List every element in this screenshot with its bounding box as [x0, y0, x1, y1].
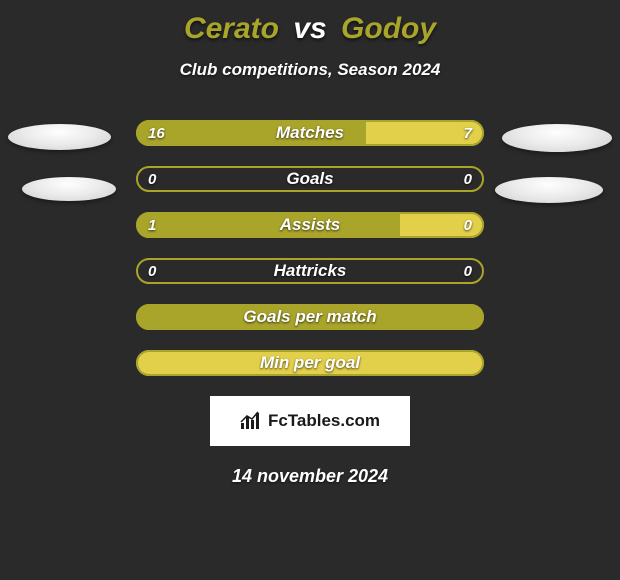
stat-value-left: 0: [148, 166, 156, 192]
title: Cerato vs Godoy: [0, 12, 620, 46]
stat-row: Min per goal: [136, 350, 484, 376]
bar-chart-icon: [240, 411, 262, 431]
bar-right: [136, 350, 484, 376]
decorative-ellipse: [8, 124, 111, 150]
decorative-ellipse: [495, 177, 603, 203]
brand-box: FcTables.com: [210, 396, 410, 446]
bar-left: [136, 120, 366, 146]
decorative-ellipse: [22, 177, 116, 201]
brand-text: FcTables.com: [268, 411, 380, 431]
title-player2: Godoy: [341, 12, 436, 45]
stat-row: 0 0Hattricks: [136, 258, 484, 284]
comparison-card: Cerato vs Godoy Club competitions, Seaso…: [0, 0, 620, 487]
stat-row: 10Assists: [136, 212, 484, 238]
bar-outline: [136, 166, 484, 192]
stat-row: Goals per match: [136, 304, 484, 330]
chart-area: 167Matches00Goals10Assists00HattricksGoa…: [0, 120, 620, 376]
bar-left: [136, 212, 400, 238]
bar-right: [400, 212, 484, 238]
stat-row: 167Matches: [136, 120, 484, 146]
subtitle: Club competitions, Season 2024: [0, 60, 620, 80]
stat-value-left: 0: [148, 258, 156, 284]
stat-value-right: 0: [464, 258, 472, 284]
stat-row: 0 0Goals: [136, 166, 484, 192]
title-player1: Cerato: [184, 12, 279, 45]
stat-value-right: 0: [464, 166, 472, 192]
stat-label: Hattricks: [136, 258, 484, 284]
stat-label: Goals: [136, 166, 484, 192]
date-line: 14 november 2024: [0, 466, 620, 487]
title-vs: vs: [293, 12, 326, 45]
bar-outline: [136, 258, 484, 284]
bar-right: [366, 120, 484, 146]
decorative-ellipse: [502, 124, 612, 152]
bar-left: [136, 304, 484, 330]
